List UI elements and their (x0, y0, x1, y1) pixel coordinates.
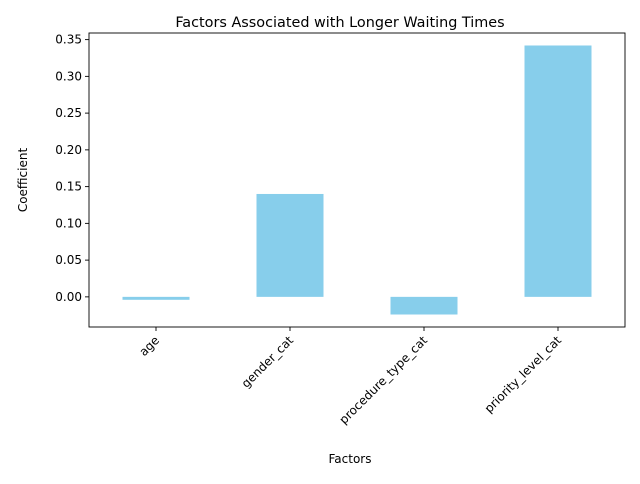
chart-title: Factors Associated with Longer Waiting T… (175, 15, 504, 31)
y-tick-label: 0.05 (55, 253, 82, 267)
bar-procedure_type_cat (390, 296, 458, 315)
x-axis-label: Factors (329, 452, 372, 466)
y-tick-label: 0.15 (55, 180, 82, 194)
y-tick-label: 0.25 (55, 106, 82, 120)
y-tick-label: 0.30 (55, 69, 82, 83)
x-tick-label: procedure_type_cat (337, 333, 431, 427)
y-tick-label: 0.00 (55, 290, 82, 304)
x-tick-label: age (136, 333, 162, 359)
y-axis-label: Coefficient (16, 148, 30, 213)
bar-gender_cat (256, 193, 324, 297)
plot-frame (88, 32, 626, 328)
y-tick-label: 0.20 (55, 143, 82, 157)
x-axis: age gender_cat procedure_type_cat priority_… (136, 327, 564, 427)
y-tick-label: 0.35 (55, 33, 82, 47)
bar-age (122, 296, 190, 300)
bars-group (122, 45, 592, 315)
x-tick-label: priority_level_cat (482, 333, 565, 416)
y-tick-label: 0.10 (55, 216, 82, 230)
x-tick-label: gender_cat (239, 333, 297, 391)
bar-priority_level_cat (524, 45, 592, 297)
y-axis: 0.00 0.05 0.10 0.15 0.20 0.25 0.30 0.35 (55, 33, 89, 304)
